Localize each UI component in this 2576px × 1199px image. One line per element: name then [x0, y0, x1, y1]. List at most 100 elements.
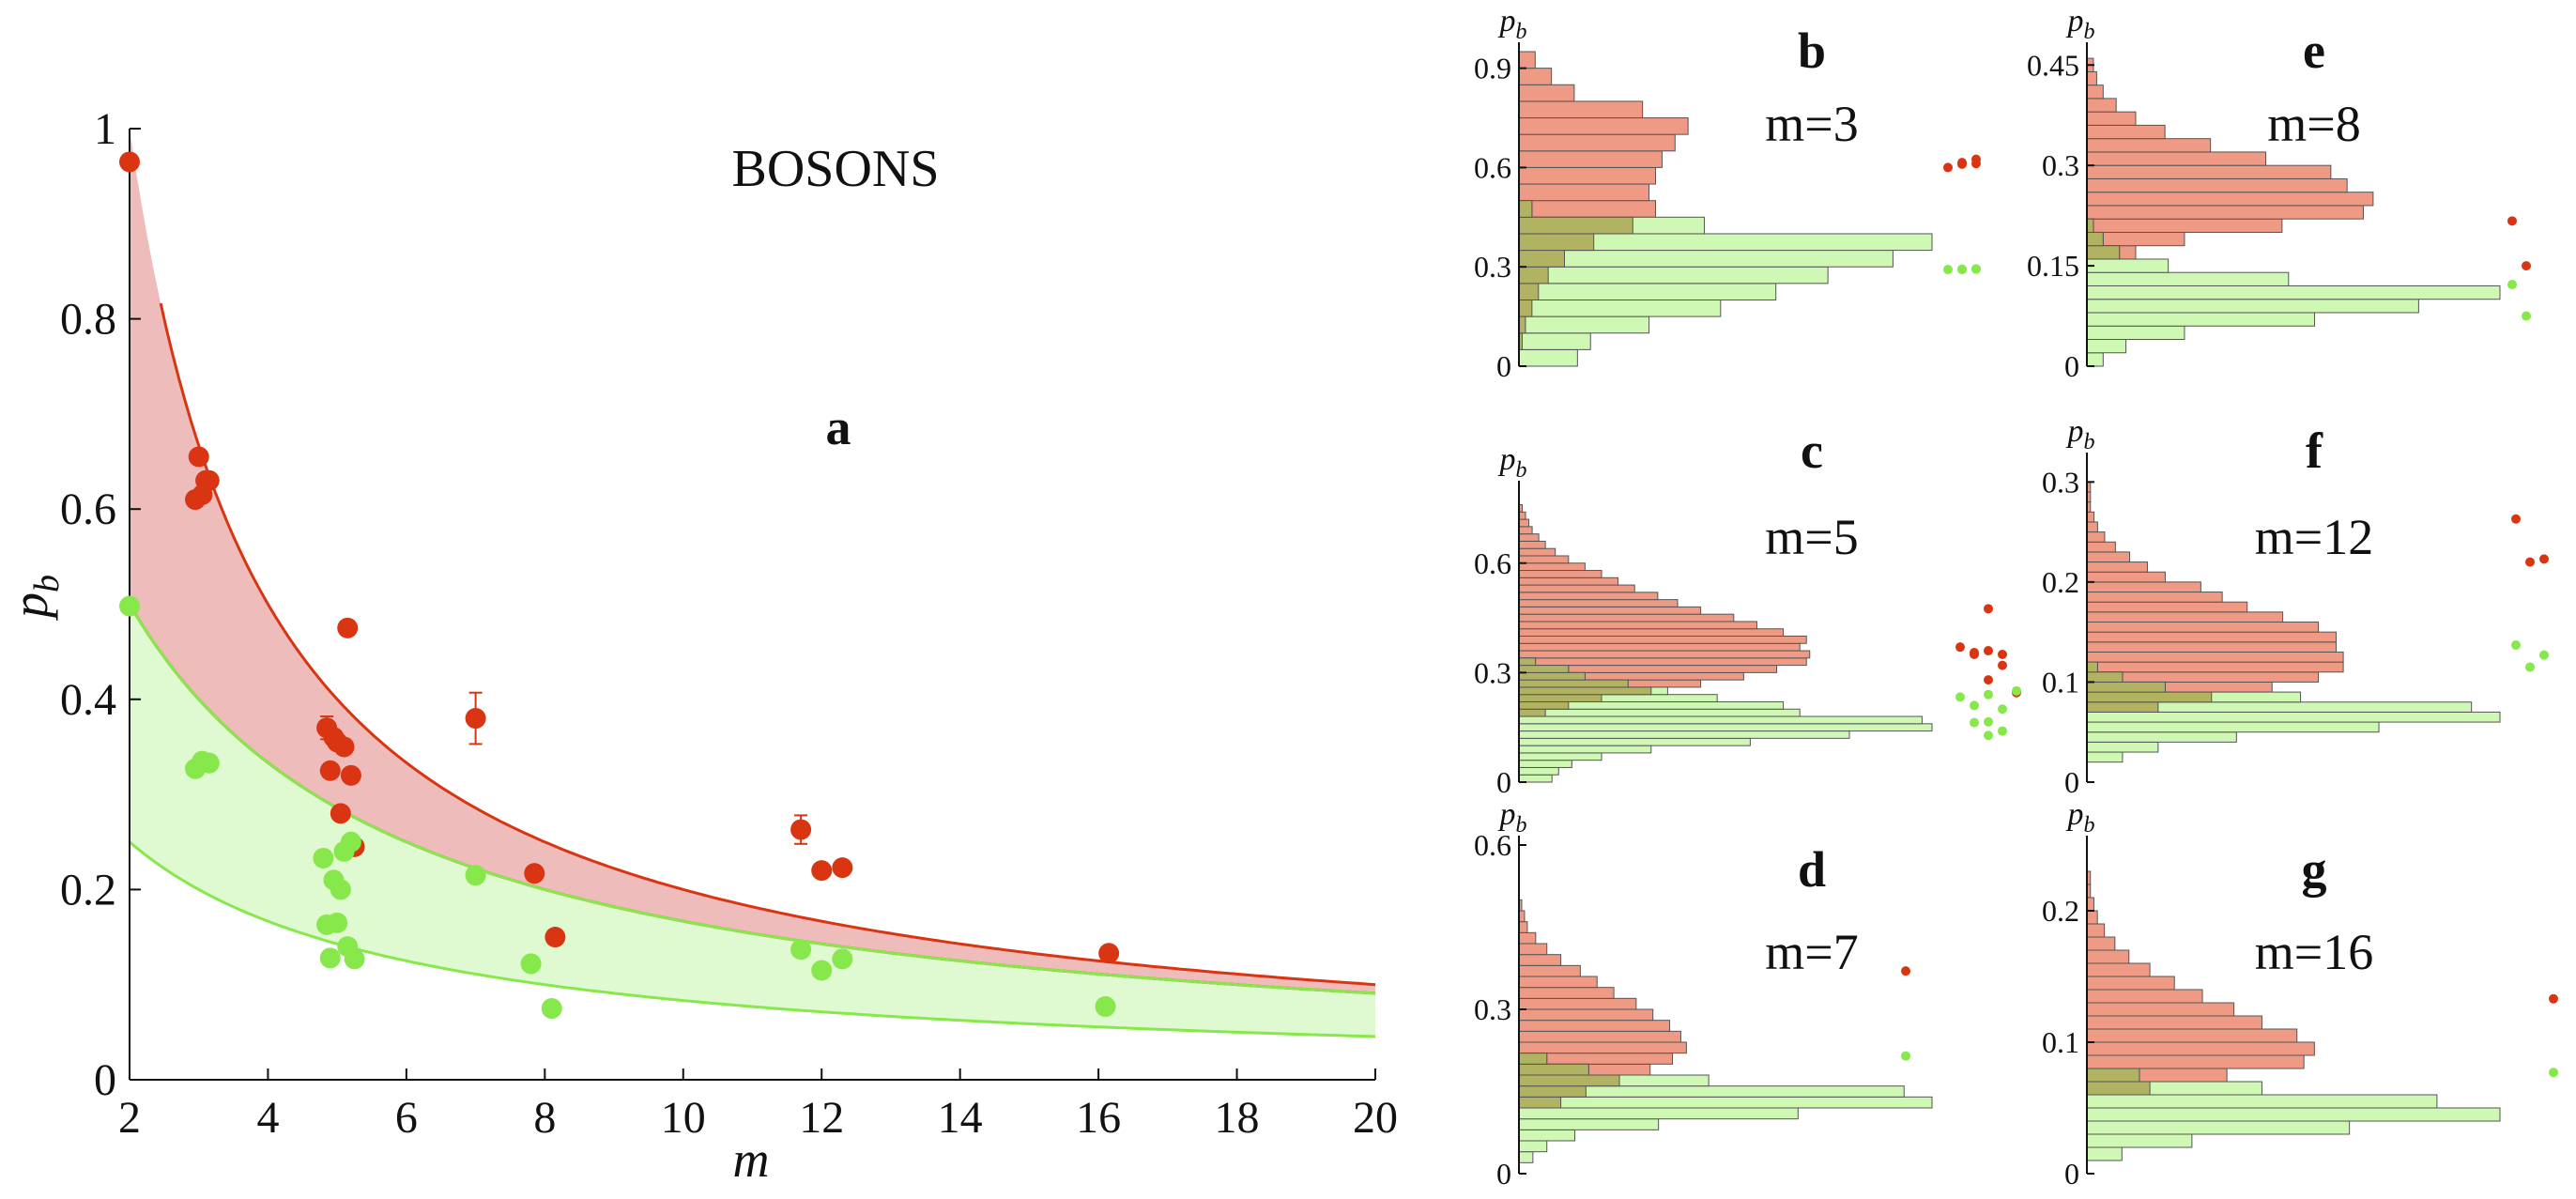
green-histogram-bar	[2086, 271, 2290, 286]
red-histogram-bar	[2086, 1054, 2305, 1069]
red-histogram-bar	[2086, 936, 2116, 951]
green-histogram-bar	[1518, 737, 1751, 746]
red-histogram-bar	[1518, 518, 1530, 528]
red-histogram-bar	[2086, 897, 2094, 912]
overlap-histogram-bar	[1518, 315, 1526, 334]
red-band-upper-curve	[159, 302, 1376, 987]
red-histogram-bar	[2086, 622, 2320, 633]
green-histogram-bar	[2086, 1133, 2193, 1148]
green-experimental-point	[1984, 730, 1993, 741]
red-data-point	[544, 927, 566, 948]
x-tick-label: 8	[533, 1093, 556, 1143]
red-histogram-bar	[2086, 1002, 2235, 1017]
red-histogram-bar	[1518, 606, 1702, 615]
green-experimental-point	[1984, 689, 1993, 699]
red-histogram-bar	[2086, 581, 2201, 593]
overlap-histogram-bar	[2086, 245, 2121, 260]
red-histogram-bar	[1518, 592, 1659, 601]
panel-m-label: m=3	[1765, 96, 1858, 152]
red-histogram-bar	[1518, 117, 1689, 135]
overlap-histogram-bar	[2086, 1068, 2140, 1083]
red-histogram-bar	[1518, 133, 1676, 152]
histogram-y-axis-label-main: p	[1498, 4, 1516, 38]
red-histogram-bar	[2086, 923, 2106, 938]
red-histogram-bar	[1518, 84, 1575, 102]
y-axis-label: pb	[2, 575, 67, 622]
green-experimental-point	[2549, 1068, 2558, 1078]
histogram-y-tick-label: 0.45	[2027, 48, 2079, 82]
histogram-y-tick-label: 0.9	[1474, 52, 1511, 85]
green-experimental-point	[1955, 692, 1965, 702]
green-experimental-point	[1901, 1051, 1910, 1061]
red-histogram-bar	[1518, 547, 1556, 557]
red-data-point	[319, 760, 341, 781]
overlap-histogram-bar	[1518, 299, 1533, 317]
red-histogram-bar	[1518, 987, 1615, 999]
histogram-y-axis-label-main: p	[2066, 797, 2084, 832]
red-histogram-bar	[2086, 592, 2223, 603]
green-experimental-point	[2539, 650, 2549, 660]
green-histogram-bar	[2086, 1094, 2438, 1109]
green-histogram-bar	[2086, 312, 2316, 327]
green-histogram-bar	[2086, 721, 2380, 733]
green-experimental-point	[2511, 640, 2521, 651]
red-histogram-bar	[2086, 1015, 2262, 1030]
red-histogram-bar	[1518, 976, 1598, 989]
green-data-point	[119, 595, 140, 617]
x-axis-label: m	[733, 1131, 770, 1188]
overlap-histogram-bar	[1518, 679, 1629, 688]
histogram-y-tick-label: 0.2	[2042, 565, 2079, 599]
histogram-panel-c: 0 0.3 0.6 pb c m=5	[1474, 423, 2021, 799]
overlap-histogram-bar	[2086, 681, 2166, 693]
red-histogram-bar	[2086, 138, 2212, 153]
green-histogram-bar	[1518, 723, 1933, 732]
red-data-point	[337, 617, 359, 638]
overlap-histogram-bar	[1518, 708, 1546, 717]
red-experimental-point	[2507, 216, 2517, 226]
red-histogram-bar	[2086, 661, 2344, 673]
green-experimental-point	[1998, 726, 2007, 736]
y-tick-label: 0.4	[60, 675, 116, 725]
histogram-y-axis-label-main: p	[2066, 414, 2084, 449]
green-experimental-point	[2012, 685, 2021, 696]
red-experimental-point	[1998, 660, 2007, 670]
red-histogram-bar	[2086, 218, 2283, 233]
green-experimental-point	[2522, 311, 2531, 321]
overlap-histogram-bar	[1518, 233, 1595, 252]
red-histogram-bar	[1518, 68, 1553, 85]
main-axes: 2 4 6 8 10 12 14 16 18 20 0 0.2 0.4 0.6 0.8 1	[60, 104, 1398, 1143]
green-data-point	[790, 939, 812, 961]
panel-letter: d	[1798, 841, 1826, 898]
overlap-histogram-bar	[2086, 671, 2124, 683]
panel-m-label: m=12	[2255, 509, 2373, 565]
green-band-lower-curve	[129, 840, 1376, 1038]
overlap-histogram-bar	[2086, 1081, 2151, 1096]
histogram-y-axis-label: pb	[2066, 414, 2095, 454]
red-histogram-bar	[2086, 601, 2248, 613]
green-data-point	[811, 960, 833, 981]
green-histogram-bar	[2086, 731, 2237, 743]
y-tick-label: 0.6	[60, 484, 116, 534]
red-histogram-bar	[1518, 576, 1619, 586]
panel-letter: c	[1801, 423, 1823, 479]
histogram-y-tick-label: 0.6	[1474, 150, 1511, 184]
histogram-y-axis-label-sub: b	[1516, 813, 1527, 838]
overlap-histogram-bar	[1518, 1053, 1548, 1065]
red-experimental-point	[1998, 649, 2007, 659]
red-histogram-bar	[1518, 657, 1807, 667]
green-data-point	[340, 831, 361, 853]
red-histogram-bar	[2086, 962, 2151, 977]
x-tick-label: 20	[1353, 1093, 1398, 1143]
red-histogram-bar	[2086, 1041, 2315, 1056]
green-histogram-bar	[2086, 325, 2185, 340]
histogram-y-axis-label-sub: b	[1516, 20, 1527, 44]
red-histogram-bar	[1518, 1020, 1671, 1032]
red-experimental-point	[1970, 647, 1979, 657]
green-histogram-bar	[1518, 774, 1553, 783]
green-histogram-bar	[1518, 1096, 1933, 1109]
green-experimental-point	[1971, 264, 1981, 274]
red-histogram-bar	[2086, 205, 2364, 220]
green-experimental-point	[1970, 700, 1979, 711]
overlap-histogram-bar	[1518, 266, 1549, 284]
red-histogram-bar	[1518, 599, 1679, 607]
